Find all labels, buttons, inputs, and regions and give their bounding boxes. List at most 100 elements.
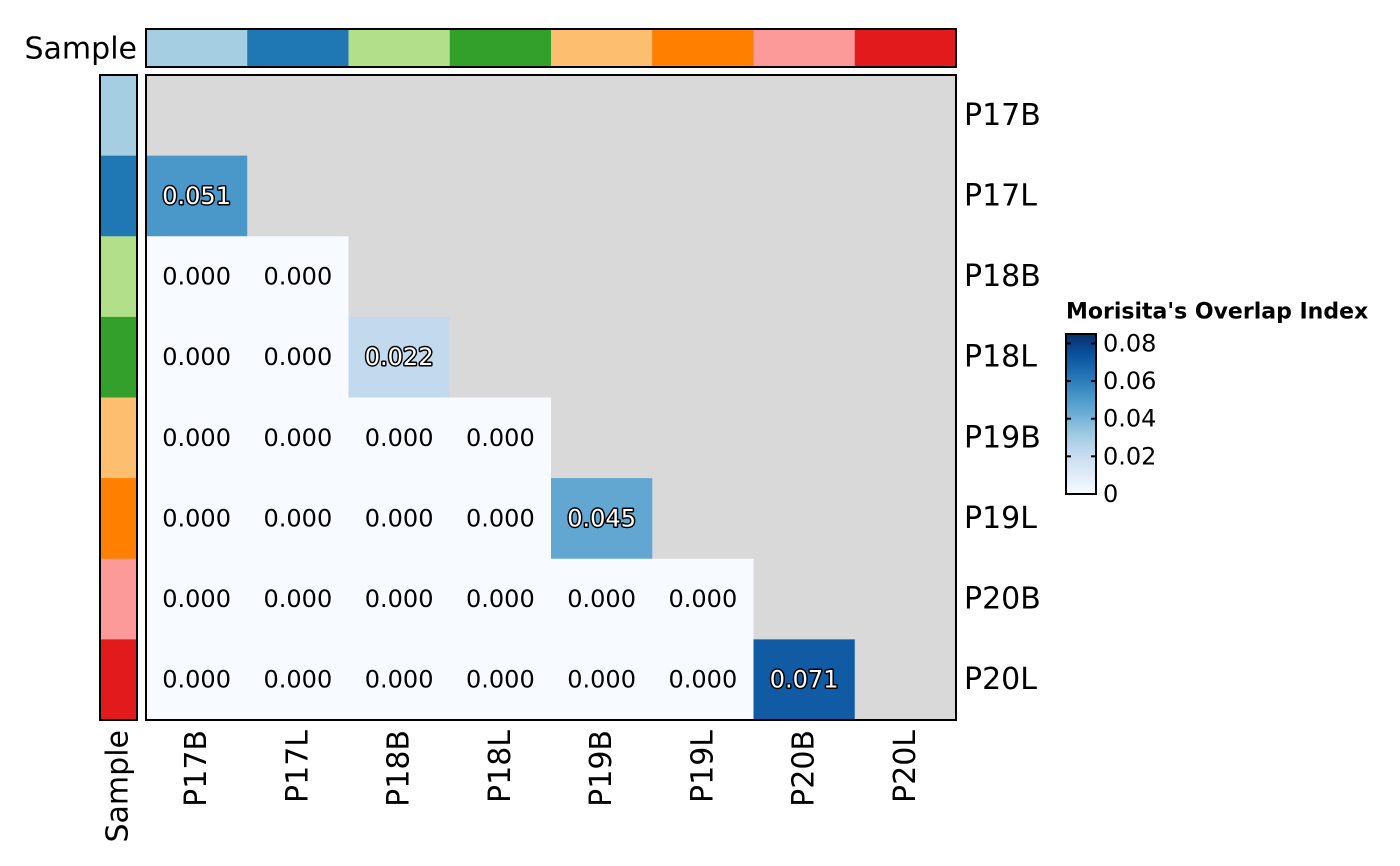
heatmap-cell xyxy=(652,236,754,318)
heatmap-cell xyxy=(652,75,754,157)
cell-value-label: 0.000 xyxy=(365,585,434,613)
top-annotation-swatch-p18b xyxy=(348,29,451,67)
column-label-p19b: P19B xyxy=(584,730,619,807)
heatmap-cell xyxy=(146,397,248,479)
column-label-p20b: P20B xyxy=(787,730,822,807)
row-label-p20b: P20B xyxy=(964,582,1041,617)
cell-value-label: 0.045 xyxy=(567,504,636,532)
heatmap-cell xyxy=(348,316,451,398)
cell-value-label: 0.022 xyxy=(365,343,434,371)
heatmap-cell xyxy=(551,316,653,398)
heatmap-cell xyxy=(348,75,451,157)
heatmap-cell xyxy=(652,155,754,237)
cell-value-label: 0.000 xyxy=(264,263,333,291)
cell-value-label: 0.000 xyxy=(162,343,231,371)
column-label-p19l: P19L xyxy=(685,730,720,803)
row-label-p17l: P17L xyxy=(964,178,1037,213)
left-annotation-swatch-p18b xyxy=(100,236,137,318)
heatmap-cell xyxy=(146,155,248,237)
cell-value-label: 0.000 xyxy=(162,424,231,452)
heatmap-cell xyxy=(146,236,248,318)
heatmap-cell xyxy=(854,478,957,560)
cell-value-label: 0.000 xyxy=(669,666,738,694)
cell-value-label: 0.000 xyxy=(162,263,231,291)
heatmap-cell xyxy=(551,236,653,318)
heatmap-cell xyxy=(854,558,957,640)
column-label-p17l: P17L xyxy=(280,730,315,803)
heatmap-cell xyxy=(247,558,349,640)
heatmap-cell xyxy=(551,639,653,721)
left-annotation-swatch-p19l xyxy=(100,478,137,560)
legend-tick-label: 0.06 xyxy=(1103,367,1156,395)
top-annotation-swatch-p17b xyxy=(146,29,248,67)
column-labels: P17B P17L P18B P18L P19B P19L P20B P20L xyxy=(179,730,923,807)
legend-color-bar xyxy=(1065,333,1097,495)
heatmap-cell xyxy=(449,316,552,398)
heatmap-cell xyxy=(652,397,754,479)
row-label-p18l: P18L xyxy=(964,340,1037,375)
heatmap-cell xyxy=(247,75,349,157)
left-annotation-swatch-p20b xyxy=(100,558,137,640)
column-label-p18l: P18L xyxy=(483,730,518,803)
heatmap-cell xyxy=(146,639,248,721)
heatmap-cell xyxy=(652,316,754,398)
left-annotation-swatch-p19b xyxy=(100,397,137,479)
cell-value-label: 0.000 xyxy=(264,504,333,532)
heatmap-cell xyxy=(146,316,248,398)
heatmap-cell xyxy=(247,236,349,318)
cell-value-label: 0.000 xyxy=(162,585,231,613)
heatmap-cell xyxy=(652,639,754,721)
heatmap-cell xyxy=(449,639,552,721)
cell-value-label: 0.000 xyxy=(567,585,636,613)
legend-tick-label: 0.02 xyxy=(1103,442,1156,470)
cell-value-label: 0.000 xyxy=(162,504,231,532)
row-label-p19b: P19B xyxy=(964,420,1041,455)
heatmap-cell xyxy=(854,75,957,157)
cell-value-label: 0.000 xyxy=(466,585,535,613)
heatmap-cell xyxy=(551,75,653,157)
heatmap-cell xyxy=(551,478,653,560)
left-annotation-swatch-p18l xyxy=(100,316,137,398)
heatmap-cell xyxy=(551,558,653,640)
cell-value-label: 0.000 xyxy=(567,666,636,694)
heatmap-cell xyxy=(247,155,349,237)
heatmap-cell xyxy=(753,75,856,157)
heatmap-cell xyxy=(854,397,957,479)
top-annotation-swatch-p19l xyxy=(652,29,754,67)
heatmap-cell xyxy=(551,397,653,479)
cell-value-label: 0.000 xyxy=(264,666,333,694)
heatmap-cell xyxy=(348,478,451,560)
heatmap-cell xyxy=(753,478,856,560)
left-annotation xyxy=(100,75,137,721)
heatmap-cell xyxy=(854,639,957,721)
heatmap-cell xyxy=(348,236,451,318)
legend-tick-label: 0 xyxy=(1103,480,1118,508)
cell-value-label: 0.000 xyxy=(264,343,333,371)
heatmap-cell xyxy=(652,478,754,560)
heatmap-cell xyxy=(652,558,754,640)
top-annotation xyxy=(146,29,957,67)
heatmap-cell xyxy=(348,155,451,237)
heatmap-cell xyxy=(551,155,653,237)
cell-value-label: 0.000 xyxy=(365,424,434,452)
cell-value-label: 0.000 xyxy=(466,504,535,532)
heatmap-cell xyxy=(146,478,248,560)
top-annotation-swatch-p17l xyxy=(247,29,349,67)
top-annotation-border xyxy=(145,28,957,68)
column-label-p17b: P17B xyxy=(179,730,214,807)
heatmap-body xyxy=(146,75,957,721)
top-annotation-swatch-p18l xyxy=(449,29,552,67)
left-annotation-swatch-p20l xyxy=(100,639,137,721)
cell-value-label: 0.071 xyxy=(770,666,839,694)
cell-value-label: 0.000 xyxy=(264,585,333,613)
heatmap-cell xyxy=(753,316,856,398)
cell-value-label: 0.000 xyxy=(365,666,434,694)
left-annotation-label: Sample xyxy=(101,730,136,843)
cell-value-label: 0.000 xyxy=(669,585,738,613)
cell-value-label: 0.000 xyxy=(162,666,231,694)
heatmap-cell xyxy=(348,397,451,479)
heatmap-cell xyxy=(449,397,552,479)
column-label-p18b: P18B xyxy=(382,730,417,807)
legend-ticks: 0 0.02 0.04 0.06 0.08 xyxy=(1066,329,1156,508)
